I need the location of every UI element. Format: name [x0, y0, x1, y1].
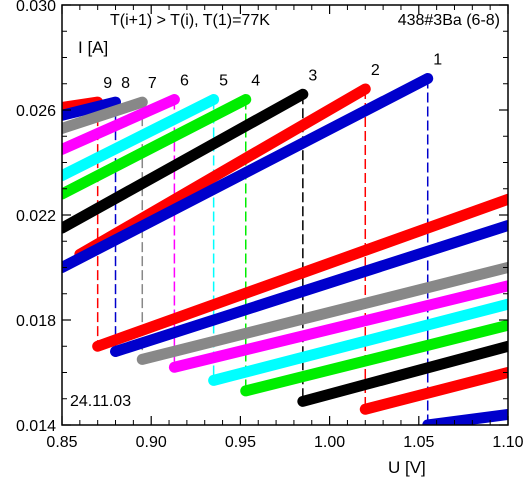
y-tick-label: 0.014 [16, 418, 56, 435]
upper-branch-4 [62, 94, 252, 200]
x-tick-label: 0.90 [136, 434, 167, 451]
lower-branch-3 [297, 340, 508, 407]
curve-labels: 1 2 3 4 5 6 7 89 [103, 52, 442, 93]
curve-label-5: 5 [219, 73, 228, 90]
lower-branch-8 [110, 220, 508, 357]
date-annotation: 24.11.03 [70, 393, 131, 410]
y-axis-title: I [A] [78, 38, 108, 57]
curve-label-1: 1 [433, 52, 442, 69]
upper-branch-1 [62, 73, 434, 273]
x-tick-label: 1.10 [492, 434, 523, 451]
upper-branch-6 [62, 94, 180, 155]
x-tick-label: 0.95 [225, 434, 256, 451]
curve-label-9: 9 [103, 75, 112, 92]
lower-branch-4 [240, 319, 508, 397]
y-tick-label: 0.022 [16, 208, 56, 225]
upper-branch-5 [62, 94, 220, 182]
curve-label-8: 8 [121, 75, 130, 92]
curve-label-3: 3 [308, 67, 317, 84]
lower-branch-7 [136, 262, 508, 365]
data-layer [62, 73, 508, 425]
lower-branch-5 [208, 298, 508, 386]
lower-branch-2 [359, 367, 508, 415]
x-tick-label: 0.85 [46, 434, 77, 451]
sample-annotation: 438#3Ba (6-8) [398, 12, 500, 29]
x-tick-label: 1.00 [314, 434, 345, 451]
x-tick-label: 1.05 [403, 434, 434, 451]
x-axis-title: U [V] [388, 458, 426, 477]
condition-annotation: T(i+1) > T(i), T(1)=77K [110, 12, 270, 29]
upper-branch-2 [74, 83, 371, 260]
curve-label-7: 7 [148, 75, 157, 92]
y-tick-label: 0.030 [16, 0, 56, 15]
upper-branch-8 [62, 96, 122, 121]
lower-branch-9 [92, 193, 508, 352]
y-tick-label: 0.018 [16, 313, 56, 330]
axes-layer: 0.85 0.90 0.95 1.00 1.05 1.10 0.014 0.018 0.022 0… [16, 0, 524, 451]
y-tick-label: 0.026 [16, 103, 56, 120]
upper-branch-7 [62, 96, 148, 134]
lower-branch-1 [422, 409, 508, 425]
lower-branch-6 [168, 280, 508, 373]
upper-branch-3 [62, 88, 309, 234]
curve-label-6: 6 [180, 73, 189, 90]
curve-label-2: 2 [371, 62, 380, 79]
curve-label-4: 4 [251, 73, 260, 90]
